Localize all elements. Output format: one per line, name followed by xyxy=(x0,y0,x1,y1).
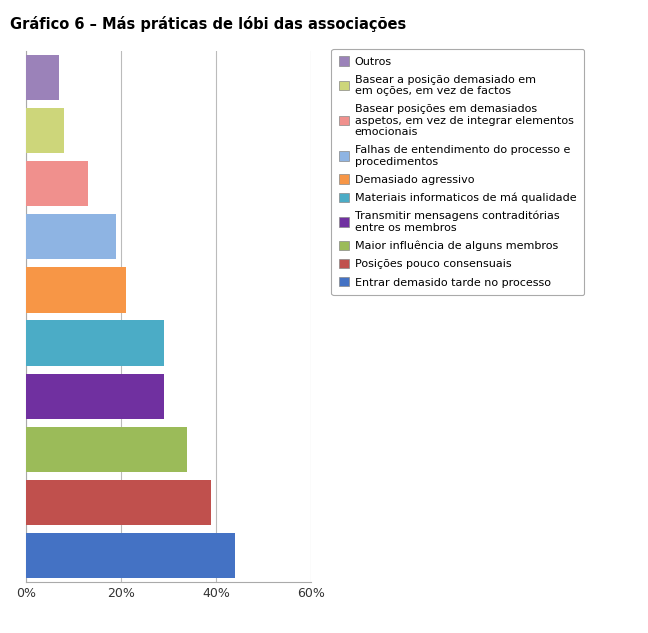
Bar xyxy=(26,533,235,579)
Bar xyxy=(26,427,187,472)
Bar xyxy=(26,480,211,525)
Bar xyxy=(26,214,116,260)
Bar xyxy=(26,320,164,366)
Bar xyxy=(26,108,64,153)
Legend: Outros, Basear a posição demasiado em
em oções, em vez de factos, Basear posiçõe: Outros, Basear a posição demasiado em em… xyxy=(332,49,584,296)
Bar xyxy=(26,267,126,313)
Text: Gráfico 6 – Más práticas de lóbi das associações: Gráfico 6 – Más práticas de lóbi das ass… xyxy=(10,16,406,32)
Bar xyxy=(26,54,59,100)
Bar xyxy=(26,161,87,206)
Bar xyxy=(26,373,164,419)
